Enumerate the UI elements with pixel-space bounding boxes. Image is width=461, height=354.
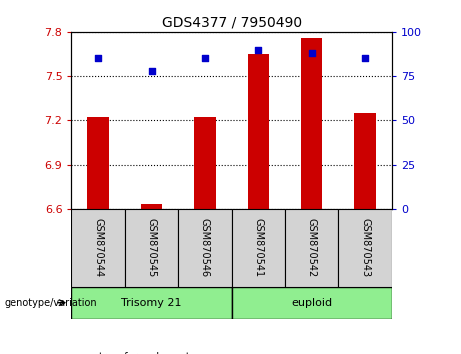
Text: GSM870546: GSM870546 (200, 218, 210, 278)
Bar (194, 118, 216, 209)
Point (95, 56, 102, 61)
Text: GSM870542: GSM870542 (307, 218, 317, 278)
Text: GSM870544: GSM870544 (93, 218, 103, 278)
Bar (141, 204, 162, 209)
Text: GSM870545: GSM870545 (147, 218, 157, 278)
Point (308, 50, 315, 56)
Title: GDS4377 / 7950490: GDS4377 / 7950490 (162, 15, 301, 29)
Text: Trisomy 21: Trisomy 21 (121, 298, 182, 308)
Point (148, 68, 155, 74)
Bar (125, 209, 178, 287)
Legend: transformed count, percentile rank within the sample: transformed count, percentile rank withi… (77, 352, 264, 354)
Point (254, 47, 262, 52)
Point (201, 56, 209, 61)
Bar (71, 287, 231, 319)
Bar (71, 209, 125, 287)
Bar (231, 287, 392, 319)
Bar (248, 54, 269, 209)
Bar (88, 118, 109, 209)
Text: euploid: euploid (291, 298, 332, 308)
Bar (338, 209, 392, 287)
Bar (285, 209, 338, 287)
Bar (301, 38, 322, 209)
Bar (178, 209, 231, 287)
Text: GSM870541: GSM870541 (254, 218, 263, 278)
Text: GSM870543: GSM870543 (360, 218, 370, 278)
Point (361, 56, 369, 61)
Bar (231, 209, 285, 287)
Bar (355, 113, 376, 209)
Text: genotype/variation: genotype/variation (5, 298, 97, 308)
